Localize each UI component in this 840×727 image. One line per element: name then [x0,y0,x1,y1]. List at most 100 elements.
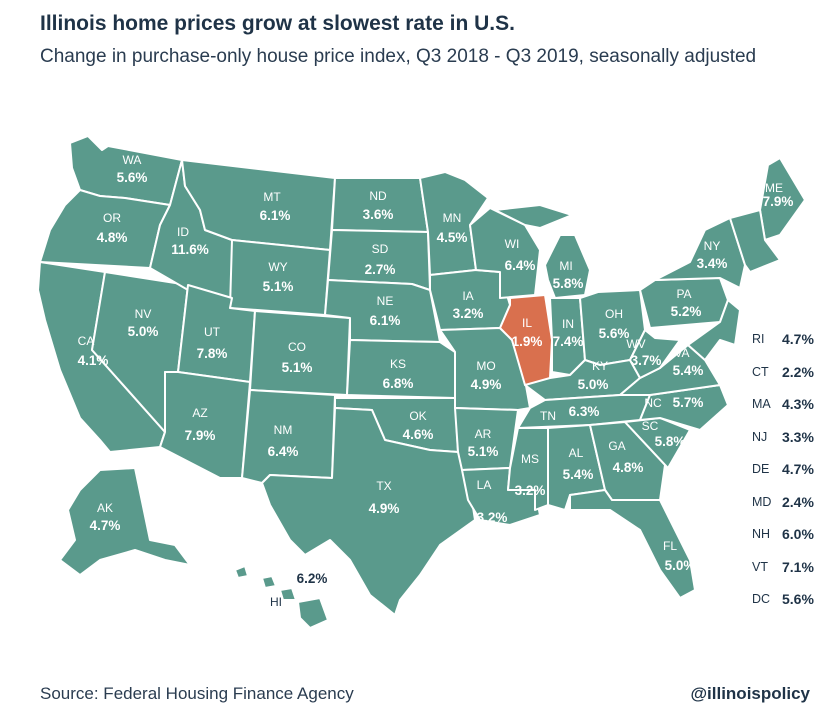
state-FL [569,489,696,599]
label-AR-code: AR [475,427,492,441]
small-state-code: DC [752,592,771,607]
label-KS-code: KS [390,357,406,371]
small-state-row: VT 7.1% [752,551,832,584]
label-ND-value: 3.6% [363,207,394,222]
label-NM-value: 6.4% [268,444,299,459]
label-HI-code: HI [270,595,282,609]
label-MS-code: MS [521,452,539,466]
label-WV-value: 3.7% [631,353,662,368]
label-MO-value: 4.9% [471,377,502,392]
label-KS-value: 6.8% [383,376,414,391]
label-NY-code: NY [704,239,721,253]
state-HI [234,565,329,629]
small-state-value: 4.3% [782,396,814,413]
label-VA-code: VA [674,346,689,360]
label-MS-value: 3.2% [515,483,546,498]
label-AZ-code: AZ [192,406,207,420]
small-state-code: DE [752,462,770,477]
label-MI-code: MI [559,259,572,273]
label-AL-value: 5.4% [563,467,594,482]
small-state-code: MA [752,397,771,412]
label-OR-value: 4.8% [97,230,128,245]
small-state-code: MD [752,494,772,509]
small-state-row: NJ 3.3% [752,421,832,454]
label-LA-code: LA [477,478,492,492]
label-WV-code: WV [626,337,645,351]
small-state-value: 2.4% [782,493,814,510]
label-NM-code: NM [274,423,293,437]
label-MT-value: 6.1% [260,208,291,223]
label-IL-code: IL [522,316,532,330]
label-MO-code: MO [476,359,495,373]
small-state-row: DC 5.6% [752,583,832,616]
state-MI [494,204,591,299]
label-TN-code: TN [540,409,556,423]
label-NV-value: 5.0% [128,324,159,339]
label-OH-code: OH [605,307,623,321]
label-UT-value: 7.8% [197,346,228,361]
label-AK-code: AK [97,501,113,515]
state-OR [39,189,171,269]
label-CA-value: 4.1% [78,353,109,368]
label-OK-code: OK [409,409,426,423]
label-IN-code: IN [562,317,574,331]
label-WA-code: WA [123,153,142,167]
small-state-value: 7.1% [782,558,814,575]
map-title: Illinois home prices grow at slowest rat… [40,12,515,35]
label-OR-code: OR [103,211,121,225]
label-CA-code: CA [78,334,95,348]
small-state-row: CT 2.2% [752,356,832,389]
label-MN-value: 4.5% [437,230,468,245]
label-IA-value: 3.2% [453,306,484,321]
small-state-row: DE 4.7% [752,453,832,486]
label-MN-code: MN [443,211,462,225]
small-state-row: MD 2.4% [752,486,832,519]
label-ID-code: ID [177,225,189,239]
label-TX-value: 4.9% [369,501,400,516]
small-state-row: MA 4.3% [752,388,832,421]
small-state-row: RI 4.7% [752,323,832,356]
label-NE-value: 6.1% [370,313,401,328]
label-PA-value: 5.2% [671,304,702,319]
label-MI-value: 5.8% [553,276,584,291]
label-WY-code: WY [268,260,287,274]
label-IA-code: IA [462,289,473,303]
label-AL-code: AL [569,446,584,460]
state-NY [654,217,746,289]
label-SD-value: 2.7% [365,262,396,277]
small-state-code: NJ [752,429,768,444]
state-TX [261,407,476,616]
state-NE-small [729,209,781,273]
label-NY-value: 3.4% [697,256,728,271]
label-IN-value: 7.4% [553,334,584,349]
label-AR-value: 5.1% [468,444,499,459]
label-TX-code: TX [376,479,391,493]
label-IL-value: 1.9% [512,334,543,349]
label-SD-code: SD [372,242,389,256]
state-WY [229,239,331,316]
label-WA-value: 5.6% [117,170,148,185]
label-AK-value: 4.7% [90,518,121,533]
label-CO-value: 5.1% [282,360,313,375]
small-state-code: CT [752,364,769,379]
label-FL-value: 5.0% [665,558,696,573]
label-UT-code: UT [204,325,221,339]
small-state-row: NH 6.0% [752,518,832,551]
label-SC-value: 5.8% [655,434,686,449]
small-states-list: RI 4.7% CT 2.2% MA 4.3% NJ 3.3% DE 4.7% … [752,323,832,616]
label-FL-code: FL [663,539,677,553]
small-state-value: 4.7% [782,461,814,478]
label-CO-code: CO [288,340,306,354]
label-NC-code: NC [644,396,662,410]
label-LA-value: 3.2% [477,510,508,525]
label-OH-value: 5.6% [599,326,630,341]
small-state-value: 2.2% [782,363,814,380]
label-ME-code: ME [765,181,783,195]
label-AZ-value: 7.9% [185,428,216,443]
label-TN-value: 6.3% [569,404,600,419]
label-GA-value: 4.8% [613,460,644,475]
label-OK-value: 4.6% [403,427,434,442]
label-WI-code: WI [505,237,520,251]
label-KY-code: KY [592,359,608,373]
small-state-value: 5.6% [782,591,814,608]
